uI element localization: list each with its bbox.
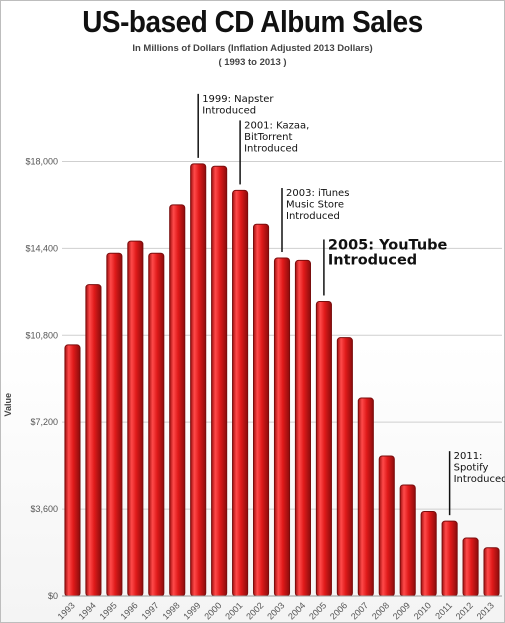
bar bbox=[378, 455, 395, 597]
x-tick-label: 2003 bbox=[265, 600, 286, 621]
x-tick-label: 1995 bbox=[98, 600, 119, 621]
bar bbox=[148, 252, 165, 597]
y-tick-label: $14,400 bbox=[25, 243, 58, 253]
bar bbox=[273, 257, 291, 597]
bar bbox=[190, 163, 207, 597]
bar-2013 bbox=[483, 547, 500, 597]
bar bbox=[169, 204, 186, 597]
bar bbox=[253, 223, 270, 597]
bar-1993 bbox=[64, 344, 81, 597]
bar bbox=[441, 520, 458, 597]
bar bbox=[336, 337, 353, 597]
bar-1996 bbox=[127, 240, 144, 597]
bar bbox=[399, 484, 416, 597]
x-tick-label: 2013 bbox=[475, 600, 496, 621]
bar bbox=[85, 284, 102, 597]
x-tick-label: 2005 bbox=[307, 600, 328, 621]
bar-1997 bbox=[148, 252, 165, 597]
chart-subtitle-range: ( 1993 to 2013 ) bbox=[218, 57, 287, 68]
bar-2002 bbox=[253, 223, 270, 597]
x-tick-label: 2010 bbox=[412, 600, 433, 621]
bar bbox=[315, 300, 332, 597]
annotation-text: Introduced bbox=[244, 143, 298, 154]
annotation-text: 2005: YouTube bbox=[328, 237, 448, 253]
bar bbox=[211, 165, 228, 597]
bar bbox=[462, 537, 479, 597]
annotation-text: Introduced bbox=[202, 105, 256, 116]
x-tick-label: 1998 bbox=[160, 600, 181, 621]
bar-2000 bbox=[211, 165, 228, 597]
x-tick-label: 2004 bbox=[286, 600, 307, 621]
bar bbox=[127, 240, 144, 597]
x-tick-label: 2011 bbox=[433, 600, 454, 621]
annotation-text: 2011: bbox=[454, 451, 483, 462]
annotation-text: 1999: Napster bbox=[202, 94, 274, 105]
annotation-text: Introduced bbox=[286, 211, 340, 222]
y-tick-label: $10,800 bbox=[25, 330, 58, 340]
x-tick-label: 1999 bbox=[181, 600, 202, 621]
bar-1994 bbox=[85, 284, 102, 597]
bar-2010 bbox=[420, 511, 437, 597]
bar-1999 bbox=[190, 163, 207, 597]
y-tick-label: $18,000 bbox=[25, 156, 58, 166]
bar-2007 bbox=[357, 397, 374, 597]
x-tick-label: 2002 bbox=[244, 600, 265, 621]
bar bbox=[106, 252, 123, 597]
y-axis-label: Value bbox=[3, 393, 13, 417]
annotation-text: BitTorrent bbox=[244, 132, 292, 143]
annotation-text: 2003: iTunes bbox=[286, 188, 349, 199]
y-tick-label: $7,200 bbox=[30, 417, 58, 427]
x-tick-label: 2009 bbox=[391, 600, 412, 621]
x-tick-label: 2006 bbox=[328, 600, 349, 621]
bar bbox=[483, 547, 500, 597]
bar-2009 bbox=[399, 484, 416, 597]
x-tick-label: 1993 bbox=[56, 600, 77, 621]
bar-2005 bbox=[315, 300, 332, 597]
bar-2011 bbox=[441, 520, 458, 597]
x-tick-label: 2000 bbox=[202, 600, 223, 621]
x-tick-label: 1996 bbox=[119, 600, 140, 621]
x-tick-label: 2012 bbox=[454, 600, 475, 621]
annotation-text: 2001: Kazaa, bbox=[244, 120, 309, 131]
annotation-text: Introduced bbox=[328, 252, 417, 268]
bar bbox=[357, 397, 374, 597]
bar bbox=[232, 189, 249, 597]
bar bbox=[64, 344, 81, 597]
bar bbox=[294, 259, 311, 597]
annotation-text: Music Store bbox=[286, 200, 344, 211]
x-tick-label: 2001 bbox=[223, 600, 244, 621]
bar-2004 bbox=[294, 259, 311, 597]
x-tick-label: 2007 bbox=[349, 600, 370, 621]
y-tick-label: $3,600 bbox=[30, 504, 58, 514]
bar-2006 bbox=[336, 337, 353, 597]
y-tick-label: $0 bbox=[48, 591, 58, 601]
bar-1995 bbox=[106, 252, 123, 597]
bar-2003 bbox=[273, 257, 291, 597]
annotation-text: Spotify bbox=[454, 463, 489, 474]
bar-2012 bbox=[462, 537, 479, 597]
bar-2008 bbox=[378, 455, 395, 597]
bar bbox=[420, 511, 437, 597]
x-tick-label: 1997 bbox=[139, 600, 160, 621]
chart-subtitle: In Millions of Dollars (Inflation Adjust… bbox=[132, 43, 373, 54]
annotation-text: Introduced bbox=[454, 474, 505, 485]
chart-title: US-based CD Album Sales bbox=[82, 4, 423, 39]
bar-2001 bbox=[232, 189, 249, 597]
x-tick-label: 1994 bbox=[77, 600, 98, 621]
x-tick-label: 2008 bbox=[370, 600, 391, 621]
bar-1998 bbox=[169, 204, 186, 597]
